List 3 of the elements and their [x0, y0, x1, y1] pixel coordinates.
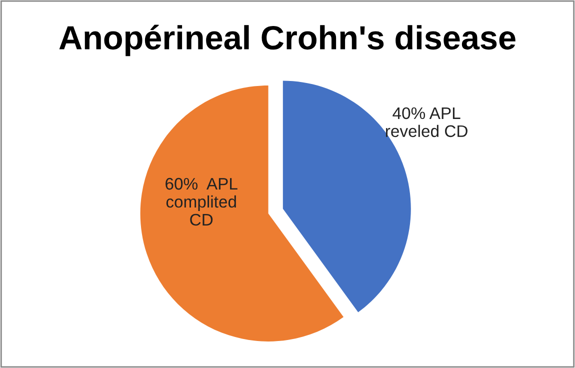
- slice-label: 60% APL complited CD: [166, 178, 238, 226]
- chart-title: Anopérineal Crohn's disease: [59, 24, 516, 56]
- slice-label: 40% APL reveled CD: [386, 107, 468, 138]
